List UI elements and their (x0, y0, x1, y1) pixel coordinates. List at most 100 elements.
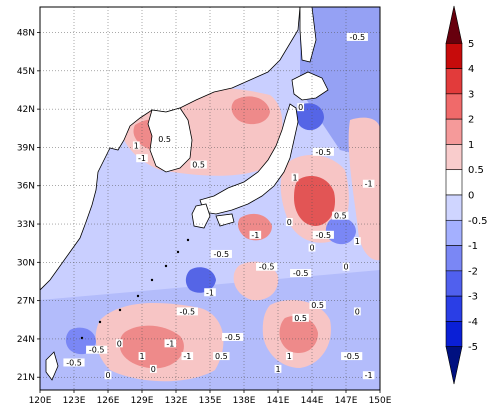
pos-region-subtropic-west-core (119, 325, 184, 369)
island-dot (176, 250, 180, 254)
contour-label-bg (210, 249, 232, 258)
lon-tick-label: 120E (29, 396, 52, 406)
asia-mainland (40, 7, 301, 291)
contour-label: 0 (309, 244, 314, 253)
contour-label: -0.5 (89, 346, 105, 355)
colorbar-swatch (445, 295, 463, 322)
taiwan (45, 351, 59, 381)
anomaly-fields (40, 7, 380, 390)
contour-label: -0.5 (316, 231, 332, 240)
japan-hokkaido (291, 71, 329, 101)
contour-label-bg (308, 243, 316, 252)
contour-label-bg (136, 154, 148, 163)
colorbar-swatch (445, 144, 463, 171)
contour-label-bg (149, 364, 157, 373)
colorbar-swatch (445, 42, 463, 69)
contour-label: 1 (355, 237, 360, 246)
contour-label-bg (332, 211, 349, 220)
lon-tick-label: 135E (199, 396, 222, 406)
contour-label-bg (104, 371, 112, 380)
lon-tick-label: 147E (335, 396, 358, 406)
lat-tick-label: 30N (17, 258, 35, 268)
contour-label: -0.5 (316, 148, 332, 157)
pos-region-central (233, 261, 279, 301)
island-dot (118, 308, 122, 312)
pos-region-south-japan (238, 213, 272, 241)
contour-label: -1 (183, 352, 191, 361)
contour-label: -0.5 (225, 333, 241, 342)
contour-label: -0.5 (66, 358, 82, 367)
contour-label: 0 (151, 365, 156, 374)
contour-label-bg (353, 307, 361, 316)
contour-label-bg (164, 339, 177, 348)
contour-label-bg (312, 230, 334, 239)
lon-tick-label: 123E (63, 396, 86, 406)
contour-label: -0.5 (293, 269, 309, 278)
contour-label: -0.5 (214, 250, 230, 259)
contour-label: 0 (105, 371, 110, 380)
lat-tick-label: 21N (17, 373, 35, 383)
contour-label-bg (86, 345, 108, 354)
ryukyu-islands (80, 238, 190, 340)
contour-label-bg (285, 218, 293, 227)
pos-region-subtropic-east-core (279, 315, 318, 354)
japan-shikoku (215, 213, 235, 227)
contour-label: 0.5 (192, 161, 205, 170)
colorbar-label: 1 (468, 140, 474, 151)
colorbar-label: 4 (468, 64, 474, 75)
colorbar: 5 4 3 2 1 0.5 0 -0.5 -1 -2 -3 -4 -5 (445, 5, 488, 385)
contour-label-bg (115, 339, 123, 348)
contour-label-bg (63, 358, 85, 367)
colorbar-swatch (445, 194, 463, 221)
colorbar-swatch (445, 93, 463, 120)
lat-tick-label: 42N (17, 105, 35, 115)
colorbar-label: -1 (468, 241, 478, 252)
contour-label: 1 (139, 352, 144, 361)
contour-label: -0.5 (259, 263, 275, 272)
contour-label-bg (249, 230, 262, 239)
island-dot (164, 264, 168, 268)
island-dot (98, 320, 102, 324)
colorbar-label: -2 (468, 266, 478, 277)
lon-tick-label: 144E (301, 396, 324, 406)
colorbar-label: -3 (468, 292, 478, 303)
contour-label: 0 (117, 339, 122, 348)
lat-tick-label: 24N (17, 335, 35, 345)
contour-label: 0 (343, 263, 348, 272)
lon-tick-label: 129E (131, 396, 154, 406)
lat-tick-label: 33N (17, 220, 35, 230)
contour-label-bg (291, 173, 299, 182)
contour-label: -1 (166, 339, 174, 348)
colorbar-swatch (445, 270, 463, 297)
map-panel: -0.500.51-10.5-0.51-10-0.51-10.50-0.5-0.… (40, 7, 380, 390)
pos-region-kuroshio-core (294, 176, 336, 226)
sakhalin (299, 7, 317, 63)
contour-label: -1 (251, 231, 259, 240)
contour-label: -1 (138, 154, 146, 163)
contour-label-bg (204, 288, 216, 297)
island-dot (80, 336, 84, 340)
contour-label: -0.5 (344, 352, 360, 361)
contour-label-bg (312, 147, 334, 156)
lat-tick-label: 39N (17, 143, 35, 153)
contour-label-bg (341, 352, 363, 361)
contour-label-bg (292, 313, 309, 322)
colorbar-label: -0.5 (468, 216, 488, 227)
longitude-axis: 120E 123E 126E 129E 132E 135E 138E 141E 144E 147E… (29, 390, 392, 406)
contour-label-bg (290, 269, 312, 278)
neg-region-core-a (185, 267, 216, 293)
contour-label-bg (274, 364, 282, 373)
contour-label: 0.5 (311, 301, 324, 310)
colorbar-label: 2 (468, 115, 474, 126)
contour-label-bg (132, 141, 140, 150)
colorbar-swatch (445, 169, 463, 196)
island-dot (136, 294, 140, 298)
contour-label-bg (342, 262, 350, 271)
contour-label-bg (176, 307, 198, 316)
contour-label: 1 (134, 141, 139, 150)
colorbar-label: -4 (468, 317, 478, 328)
colorbar-swatch (445, 118, 463, 145)
contour-label: -1 (365, 180, 373, 189)
contour-label-bg (346, 32, 368, 41)
gridlines (40, 7, 380, 390)
